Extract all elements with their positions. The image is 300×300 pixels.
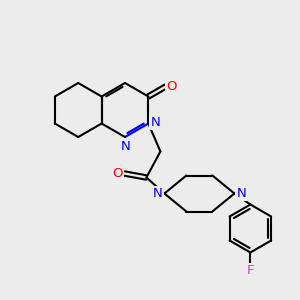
Text: N: N xyxy=(236,187,246,200)
Text: N: N xyxy=(151,116,160,129)
Text: N: N xyxy=(121,140,131,152)
Text: F: F xyxy=(247,264,254,277)
Text: O: O xyxy=(112,167,123,180)
Text: O: O xyxy=(167,80,177,93)
Text: N: N xyxy=(152,187,162,200)
